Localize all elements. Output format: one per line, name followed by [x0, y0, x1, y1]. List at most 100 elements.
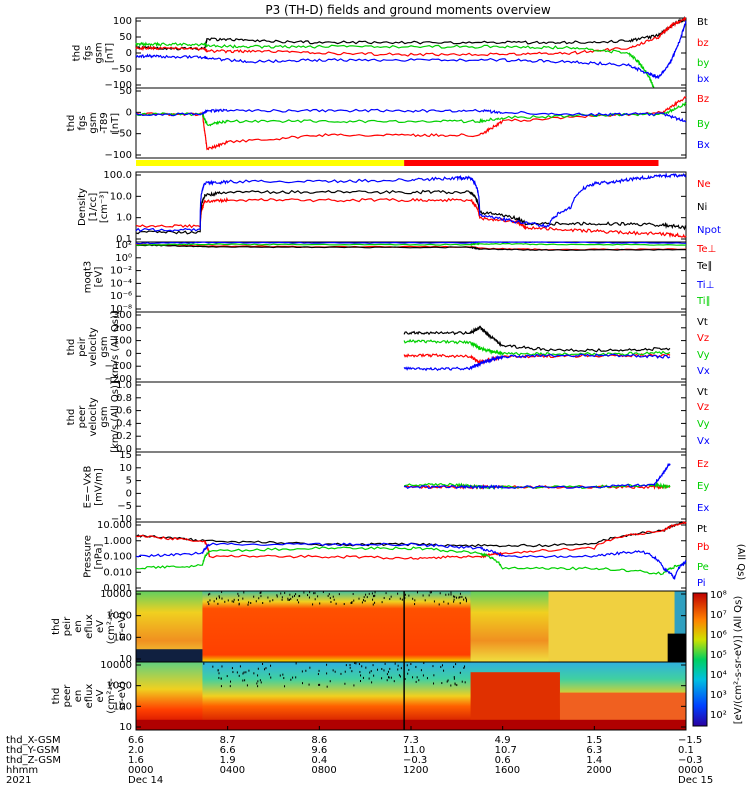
series-line-Vt	[403, 325, 671, 353]
heatmap-speckle	[464, 665, 466, 668]
x-row-value: 0000	[678, 765, 703, 776]
heatmap-speckle	[374, 591, 376, 594]
y-axis-label-line: [mV/m]	[94, 468, 105, 506]
panel-efield: 15 10 50 −5 −10 E=−VxB[mV/m] Ez Ey Ex	[83, 450, 710, 525]
heatmap-speckle	[215, 597, 217, 600]
heatmap-speckle	[295, 676, 297, 679]
x-axis-ephemeris: thd_X-GSM 6.6 8.7 8.6 7.3 4.9 1.5 −1.5thd_Y-GSM…	[6, 726, 713, 786]
heatmap-speckle	[264, 668, 266, 671]
legend-entry: Ex	[697, 503, 709, 514]
heatmap-speckle	[270, 664, 272, 667]
y-axis-label-line: gsm	[99, 336, 110, 357]
heatmap-block	[136, 719, 686, 730]
x-row-value: 0000	[128, 765, 153, 776]
y-axis-label-line: en	[73, 690, 84, 703]
y-axis-label-line: (cm²-s-	[106, 678, 117, 714]
heatmap-speckle	[455, 663, 457, 666]
series-line-Ne	[135, 196, 687, 238]
heatmap-speckle	[258, 597, 260, 600]
panel-peir_eflux: 10000 1000 100 10 thdpeirenefluxeV(cm²-s-sr-…	[51, 589, 687, 665]
heatmap-speckle	[281, 598, 283, 601]
x-row-value: 6.6	[220, 745, 236, 756]
heatmap-speckle	[345, 664, 347, 667]
x-row-value: 9.6	[311, 745, 327, 756]
heatmap-speckle	[250, 602, 252, 605]
heatmap-speckle	[459, 671, 461, 674]
y-tick-label: 0	[126, 488, 132, 499]
heatmap-speckle	[399, 675, 401, 678]
y-tick-label: 10.0	[110, 191, 132, 202]
heatmap-speckle	[385, 592, 387, 595]
heatmap-speckle	[233, 598, 235, 601]
x-row-value: 1.6	[128, 755, 144, 766]
figure-title: P3 (TH-D) fields and ground moments over…	[265, 3, 550, 17]
heatmap-speckle	[217, 669, 219, 672]
heatmap-speckle	[373, 594, 375, 597]
heatmap-speckle	[242, 679, 244, 682]
heatmap-speckle	[326, 663, 328, 666]
heatmap-speckle	[443, 600, 445, 603]
y-axis-label-line: en	[73, 620, 84, 633]
heatmap-speckle	[428, 594, 430, 597]
heatmap-speckle	[447, 602, 449, 605]
heatmap-speckle	[257, 680, 259, 683]
heatmap-speckle	[361, 665, 363, 668]
legend-note: (All Qs)	[735, 544, 746, 581]
y-axis-label-line: thd	[51, 618, 62, 635]
heatmap-speckle	[456, 684, 458, 687]
heatmap-speckle	[334, 670, 336, 673]
heatmap-speckle	[374, 594, 376, 597]
heatmap-speckle	[289, 593, 291, 596]
legend-entry: Pe	[697, 562, 709, 573]
heatmap-speckle	[302, 682, 304, 685]
heatmap-speckle	[433, 674, 435, 677]
y-tick-label: 10⁻⁴	[110, 278, 132, 289]
heatmap-speckle	[327, 594, 329, 597]
heatmap-speckle	[332, 669, 334, 672]
heatmap-speckle	[338, 593, 340, 596]
heatmap-speckle	[422, 674, 424, 677]
heatmap-speckle	[386, 679, 388, 682]
legend-entry: Ne	[697, 179, 711, 190]
y-tick-label: 0.100	[103, 552, 132, 563]
heatmap-speckle	[464, 681, 466, 684]
heatmap-speckle	[295, 662, 297, 665]
y-tick-label: 0	[126, 348, 132, 359]
heatmap-speckle	[236, 671, 238, 674]
heatmap-speckle	[399, 597, 401, 600]
y-axis-label-line: moqt3	[83, 261, 94, 294]
heatmap-speckle	[366, 596, 368, 599]
heatmap-speckle	[430, 591, 432, 594]
y-axis-label-line: sr-eV)	[117, 612, 128, 641]
heatmap-speckle	[213, 600, 215, 603]
x-row-value: 1.4	[586, 755, 602, 766]
x-row-label: hhmm	[6, 765, 38, 776]
heatmap-speckle	[319, 602, 321, 605]
panel-peir_velocity: 3002001000−100−200thdpeirvelocitygsm[km/…	[66, 310, 710, 385]
heatmap-speckle	[335, 602, 337, 605]
x-row-label: thd_Z-GSM	[6, 755, 61, 766]
heatmap-speckle	[388, 676, 390, 679]
heatmap-speckle	[283, 677, 285, 680]
heatmap-block	[548, 591, 675, 662]
heatmap-speckle	[279, 674, 281, 677]
y-axis-label-line: peir	[62, 616, 73, 636]
heatmap-speckle	[290, 678, 292, 681]
heatmap-speckle	[390, 595, 392, 598]
y-axis-label-line: velocity	[88, 327, 99, 366]
heatmap-speckle	[374, 601, 376, 604]
heatmap-speckle	[453, 665, 455, 668]
heatmap-speckle	[453, 598, 455, 601]
heatmap-speckle	[372, 603, 374, 606]
heatmap-speckle	[381, 668, 383, 671]
heatmap-speckle	[344, 670, 346, 673]
heatmap-speckle	[221, 597, 223, 600]
heatmap-speckle	[363, 596, 365, 599]
y-tick-label: 0	[126, 48, 132, 59]
heatmap-speckle	[465, 598, 467, 601]
heatmap-speckle	[276, 595, 278, 598]
heatmap-speckle	[372, 598, 374, 601]
heatmap-speckle	[450, 684, 452, 687]
heatmap-speckle	[371, 592, 373, 595]
colorbar-tick: 10⁴	[710, 670, 727, 681]
